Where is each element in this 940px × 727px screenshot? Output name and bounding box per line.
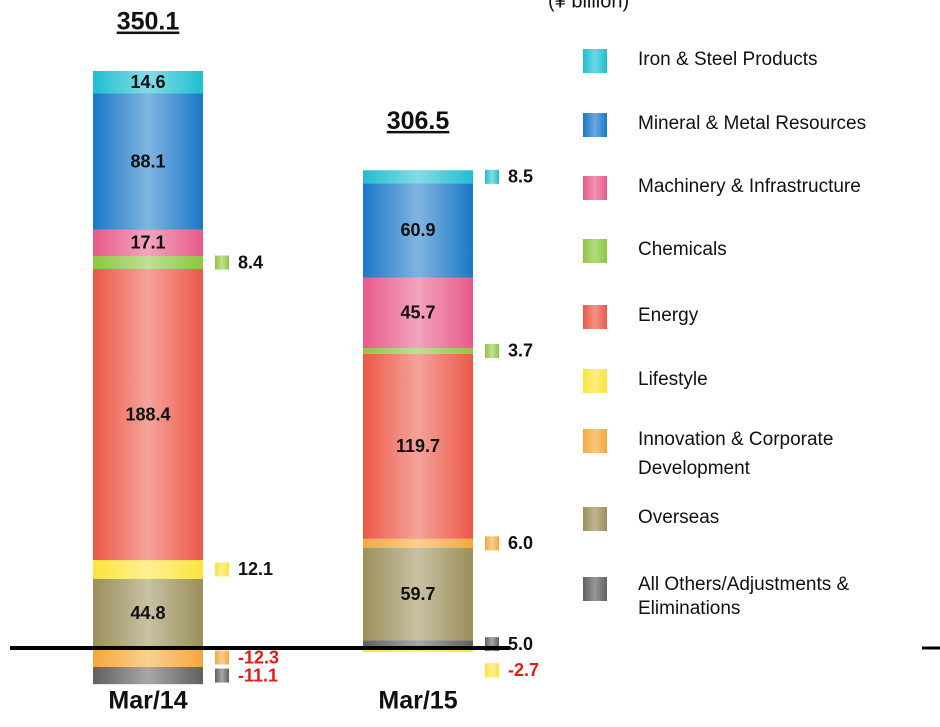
bar-shine	[93, 229, 203, 257]
legend-label: Machinery & Infrastructure	[638, 176, 861, 197]
legend-entry: Machinery & Infrastructure	[583, 175, 913, 201]
legend-entry: All Others/Adjustments & Eliminations	[583, 574, 913, 621]
legend-swatch	[583, 113, 607, 137]
data-label: 45.7	[400, 303, 435, 323]
data-label: 44.8	[130, 603, 165, 623]
bar-shine	[363, 348, 473, 354]
bar-shine	[363, 353, 473, 539]
legend-label: Energy	[638, 305, 699, 326]
data-label: -12.3	[238, 647, 279, 667]
legend-label: Lifestyle	[638, 369, 708, 390]
legend-label: Innovation & Corporate Development	[638, 429, 834, 479]
legend-label: Overseas	[638, 507, 720, 528]
legend-entry: Chemicals	[583, 238, 913, 264]
bar-shine	[363, 548, 473, 641]
bar-shine	[93, 256, 203, 270]
label-marker-shine	[485, 169, 499, 184]
data-label: 5.0	[508, 634, 533, 654]
legend-entry: Overseas	[583, 506, 913, 532]
legend-swatch	[583, 429, 607, 453]
data-label: 17.1	[130, 233, 165, 253]
bar-shine	[93, 93, 203, 230]
legend-swatch	[583, 577, 607, 601]
legend-entry: Iron & Steel Products	[583, 48, 913, 74]
legend-swatch	[583, 369, 607, 393]
legend-entry: Innovation & Corporate Development	[583, 428, 913, 483]
x-tick-label: Mar/14	[108, 687, 187, 715]
data-label: -11.1	[238, 665, 278, 685]
legend-label: Iron & Steel Products	[638, 49, 818, 70]
total-label: 350.1	[117, 8, 180, 36]
legend-entry: Energy	[583, 304, 913, 330]
label-marker-shine	[485, 343, 499, 358]
data-label: 6.0	[508, 533, 533, 553]
data-label: 14.6	[130, 72, 165, 92]
legend-label: All Others/Adjustments & Eliminations	[638, 574, 850, 619]
legend-entry: Mineral & Metal Resources	[583, 112, 913, 138]
label-marker-shine	[215, 255, 229, 270]
bar-shine	[363, 183, 473, 278]
bar-shine	[93, 269, 203, 561]
data-label: 8.5	[508, 167, 533, 187]
bar-shine	[93, 648, 203, 668]
unit-label: (¥ billion)	[548, 0, 629, 12]
label-marker-shine	[215, 668, 229, 683]
bar-shine	[363, 277, 473, 349]
legend-swatch	[583, 239, 607, 263]
data-label: 59.7	[400, 584, 435, 604]
x-tick-label: Mar/15	[378, 687, 457, 715]
bar-shine	[363, 170, 473, 184]
legend-entry: Lifestyle	[583, 368, 913, 394]
total-label: 306.5	[387, 107, 450, 135]
data-label: -2.7	[508, 660, 539, 680]
bar-shine	[93, 578, 203, 648]
label-marker-shine	[485, 663, 499, 678]
label-marker-shine	[215, 650, 229, 665]
bar-shine	[93, 560, 203, 579]
data-label: 60.9	[400, 220, 435, 240]
bar-shine	[93, 70, 203, 94]
data-label: 119.7	[396, 436, 440, 456]
data-label: 188.4	[125, 404, 170, 424]
label-marker-shine	[485, 536, 499, 551]
bar-shine	[363, 538, 473, 549]
legend-label: Chemicals	[638, 239, 727, 260]
data-label: 8.4	[238, 252, 263, 272]
legend-label: Mineral & Metal Resources	[638, 113, 867, 134]
label-marker-shine	[215, 562, 229, 577]
bar-shine	[363, 648, 473, 653]
legend-swatch	[583, 305, 607, 329]
data-label: 88.1	[130, 151, 165, 171]
legend-swatch	[583, 49, 607, 73]
legend-swatch	[583, 176, 607, 200]
bar-shine	[93, 667, 203, 685]
data-label: 12.1	[238, 559, 273, 579]
bar-shine	[363, 640, 473, 648]
legend-swatch	[583, 507, 607, 531]
data-label: 3.7	[508, 341, 533, 361]
